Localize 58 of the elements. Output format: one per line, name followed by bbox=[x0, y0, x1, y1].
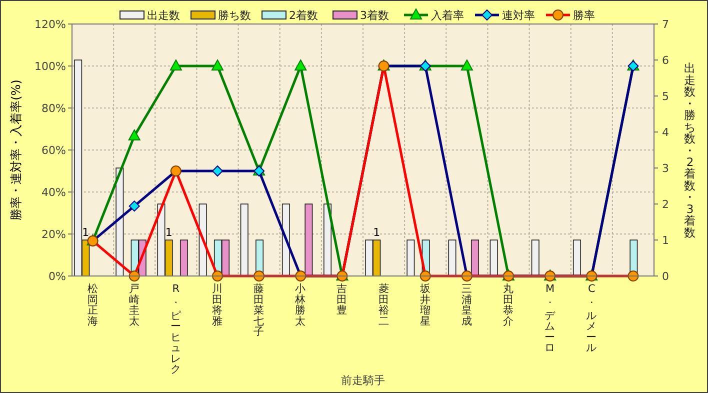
y2-tick-label: 2 bbox=[662, 198, 669, 211]
y-tick-label: 60% bbox=[42, 144, 66, 157]
y-tick-label: 80% bbox=[42, 102, 66, 115]
y-tick-label: 120% bbox=[34, 18, 66, 31]
point bbox=[460, 60, 473, 70]
y-axis-title: 勝率・連対率・入着率(%) bbox=[9, 80, 24, 220]
x-tick-label: 戸崎圭太 bbox=[128, 283, 140, 328]
x-tick-label: 丸田恭介 bbox=[503, 282, 514, 328]
x-axis-title: 前走騎手 bbox=[341, 374, 385, 387]
y2-tick-label: 3 bbox=[662, 162, 669, 175]
x-tick-label: C. ルメール bbox=[586, 283, 598, 354]
x-tick-label: 川田将雅 bbox=[211, 282, 223, 328]
legend-label: 出走数 bbox=[147, 8, 180, 22]
y2-tick-label: 0 bbox=[662, 270, 669, 283]
x-tick-label: 松岡正海 bbox=[87, 283, 98, 328]
x-tick-label: R. ピーヒュレク bbox=[170, 283, 182, 376]
point bbox=[212, 60, 224, 70]
x-tick-label: M. デムーロ bbox=[544, 283, 557, 354]
bar bbox=[470, 240, 479, 276]
x-tick-label: 三浦皇成 bbox=[461, 283, 472, 328]
x-tick-label: 坂井瑠星 bbox=[418, 282, 431, 328]
bar bbox=[304, 204, 313, 276]
data-label: 1 bbox=[165, 226, 172, 239]
bar bbox=[240, 204, 248, 276]
y2-tick-label: 6 bbox=[662, 54, 669, 67]
legend-label: 入着率 bbox=[431, 8, 464, 22]
y2-tick-label: 4 bbox=[662, 126, 669, 139]
x-tick-label: 小林勝太 bbox=[294, 282, 306, 328]
x-tick-label: 藤田菜七子 bbox=[254, 282, 265, 338]
legend-label: 勝ち数 bbox=[218, 8, 251, 22]
y-tick-label: 20% bbox=[42, 228, 66, 241]
y-tick-label: 100% bbox=[34, 60, 66, 73]
bar bbox=[406, 240, 415, 276]
bar bbox=[490, 240, 498, 276]
y2-tick-label: 7 bbox=[662, 18, 669, 31]
y2-tick-label: 1 bbox=[662, 234, 669, 247]
y2-tick-label: 5 bbox=[662, 90, 669, 103]
point bbox=[170, 60, 182, 70]
bar bbox=[448, 240, 456, 276]
legend-label: 3着数 bbox=[360, 8, 389, 22]
point bbox=[128, 200, 140, 212]
point bbox=[294, 60, 307, 70]
y-tick-label: 40% bbox=[42, 186, 66, 199]
legend-label: 勝率 bbox=[573, 8, 595, 22]
x-tick-label: 菱田裕二 bbox=[378, 282, 390, 328]
text: 出走数・勝ち数・2着数・3着数 bbox=[684, 61, 696, 240]
bar bbox=[531, 240, 540, 276]
bar bbox=[198, 204, 207, 276]
legend-label: 連対率 bbox=[502, 8, 535, 22]
point bbox=[128, 129, 140, 140]
bar bbox=[572, 240, 581, 276]
y-tick-label: 0% bbox=[48, 270, 66, 283]
x-tick-label: 吉田豊 bbox=[336, 282, 348, 317]
bar bbox=[180, 240, 188, 276]
point bbox=[212, 166, 223, 176]
data-label: 1 bbox=[373, 226, 380, 239]
data-label: 1 bbox=[82, 226, 90, 239]
legend-label: 2着数 bbox=[289, 8, 318, 22]
